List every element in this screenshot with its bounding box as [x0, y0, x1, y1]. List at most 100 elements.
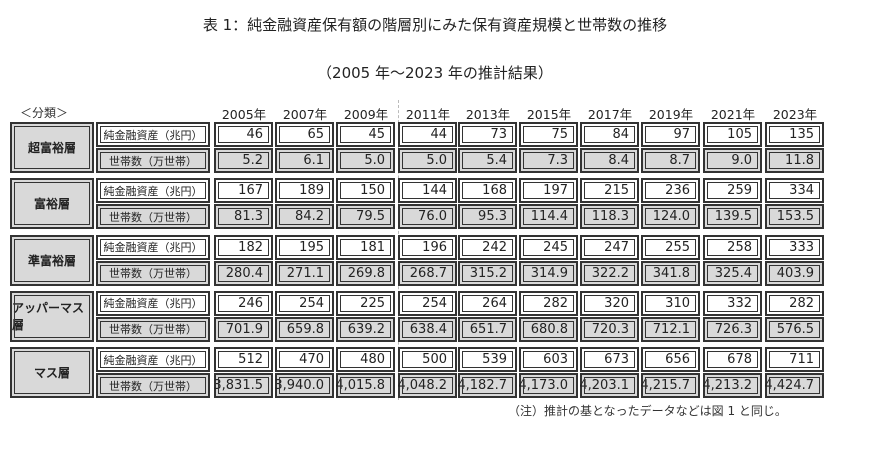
assets-cell: 603 — [519, 347, 578, 373]
assets-cell: 65 — [275, 122, 334, 147]
households-cell: 8.7 — [641, 148, 700, 173]
assets-cell: 97 — [641, 122, 700, 147]
category-cell: 超富裕層 — [10, 122, 94, 173]
households-cell: 4,015.8 — [335, 373, 395, 399]
assets-cell: 195 — [275, 234, 334, 260]
footnote: （注）推計の基となったデータなどは図 1 と同じ。 — [508, 404, 787, 418]
households-cell: 139.5 — [703, 204, 762, 230]
households-cell: 3,940.0 — [274, 373, 334, 399]
assets-cell: 470 — [275, 347, 334, 373]
assets-cell: 46 — [214, 122, 273, 147]
households-cell: 4,182.7 — [457, 373, 517, 399]
assets-cell: 105 — [703, 122, 762, 147]
households-cell: 5.2 — [214, 148, 273, 173]
category-cell: 富裕層 — [10, 178, 94, 230]
assets-cell: 264 — [458, 290, 517, 316]
households-cell: 118.3 — [580, 204, 639, 230]
assets-cell: 259 — [703, 178, 762, 204]
households-cell: 280.4 — [214, 260, 273, 286]
year-header: 2009年 — [343, 107, 389, 122]
assets-cell: 711 — [765, 347, 824, 373]
households-cell: 4,424.7 — [764, 373, 824, 399]
row-label-assets: 純金融資産（兆円） — [96, 234, 210, 260]
assets-cell: 334 — [765, 178, 824, 204]
assets-cell: 673 — [580, 347, 639, 373]
assets-cell: 45 — [336, 122, 395, 147]
households-cell: 114.4 — [519, 204, 578, 230]
households-cell: 325.4 — [703, 260, 762, 286]
assets-cell: 310 — [641, 290, 700, 316]
assets-cell: 333 — [765, 234, 824, 260]
row-label-households: 世帯数（万世帯） — [96, 204, 210, 230]
category-cell: マス層 — [10, 347, 94, 399]
households-cell: 95.3 — [458, 204, 517, 230]
households-cell: 7.3 — [519, 148, 578, 173]
households-cell: 701.9 — [214, 316, 273, 342]
assets-cell: 135 — [765, 122, 824, 147]
households-cell: 403.9 — [765, 260, 824, 286]
year-header: 2023年 — [772, 107, 818, 122]
households-cell: 76.0 — [398, 204, 457, 230]
assets-cell: 182 — [214, 234, 273, 260]
assets-cell: 247 — [580, 234, 639, 260]
row-label-households: 世帯数（万世帯） — [96, 316, 210, 342]
households-cell: 5.0 — [336, 148, 395, 173]
row-label-households: 世帯数（万世帯） — [96, 260, 210, 286]
households-cell: 659.8 — [275, 316, 334, 342]
households-cell: 9.0 — [703, 148, 762, 173]
assets-cell: 500 — [398, 347, 457, 373]
households-cell: 153.5 — [765, 204, 824, 230]
households-cell: 271.1 — [275, 260, 334, 286]
households-cell: 639.2 — [336, 316, 395, 342]
assets-cell: 75 — [519, 122, 578, 147]
households-cell: 11.8 — [765, 148, 824, 173]
households-cell: 712.1 — [641, 316, 700, 342]
households-cell: 5.0 — [398, 148, 457, 173]
assets-cell: 254 — [275, 290, 334, 316]
category-cell: 準富裕層 — [10, 234, 94, 286]
assets-cell: 225 — [336, 290, 395, 316]
assets-cell: 44 — [398, 122, 457, 147]
assets-cell: 678 — [703, 347, 762, 373]
households-cell: 6.1 — [275, 148, 334, 173]
category-cell: アッパーマス層 — [10, 290, 94, 342]
assets-cell: 150 — [336, 178, 395, 204]
year-header: 2011年 — [405, 107, 451, 122]
year-header: 2007年 — [282, 107, 328, 122]
households-cell: 680.8 — [519, 316, 578, 342]
households-cell: 576.5 — [765, 316, 824, 342]
households-cell: 720.3 — [580, 316, 639, 342]
assets-cell: 282 — [519, 290, 578, 316]
households-cell: 269.8 — [336, 260, 395, 286]
households-cell: 341.8 — [641, 260, 700, 286]
assets-cell: 245 — [519, 234, 578, 260]
households-cell: 4,173.0 — [518, 373, 578, 399]
households-cell: 638.4 — [398, 316, 457, 342]
assets-cell: 144 — [398, 178, 457, 204]
assets-cell: 255 — [641, 234, 700, 260]
assets-cell: 197 — [519, 178, 578, 204]
year-header: 2021年 — [710, 107, 756, 122]
households-cell: 4,048.2 — [397, 373, 457, 399]
households-cell: 3,831.5 — [213, 373, 273, 399]
assets-cell: 258 — [703, 234, 762, 260]
row-label-assets: 純金融資産（兆円） — [96, 122, 210, 147]
assets-cell: 332 — [703, 290, 762, 316]
assets-cell: 73 — [458, 122, 517, 147]
assets-cell: 656 — [641, 347, 700, 373]
households-cell: 322.2 — [580, 260, 639, 286]
assets-cell: 215 — [580, 178, 639, 204]
assets-cell: 246 — [214, 290, 273, 316]
households-cell: 84.2 — [275, 204, 334, 230]
row-label-assets: 純金融資産（兆円） — [96, 347, 210, 373]
year-header: 2005年 — [221, 107, 267, 122]
table-title: 表 1：純金融資産保有額の階層別にみた保有資産規模と世帯数の推移 — [202, 16, 668, 34]
households-cell: 79.5 — [336, 204, 395, 230]
households-cell: 4,213.2 — [702, 373, 762, 399]
row-label-households: 世帯数（万世帯） — [96, 148, 210, 173]
households-cell: 268.7 — [398, 260, 457, 286]
assets-cell: 539 — [458, 347, 517, 373]
households-cell: 8.4 — [580, 148, 639, 173]
assets-cell: 189 — [275, 178, 334, 204]
year-header: 2013年 — [465, 107, 511, 122]
